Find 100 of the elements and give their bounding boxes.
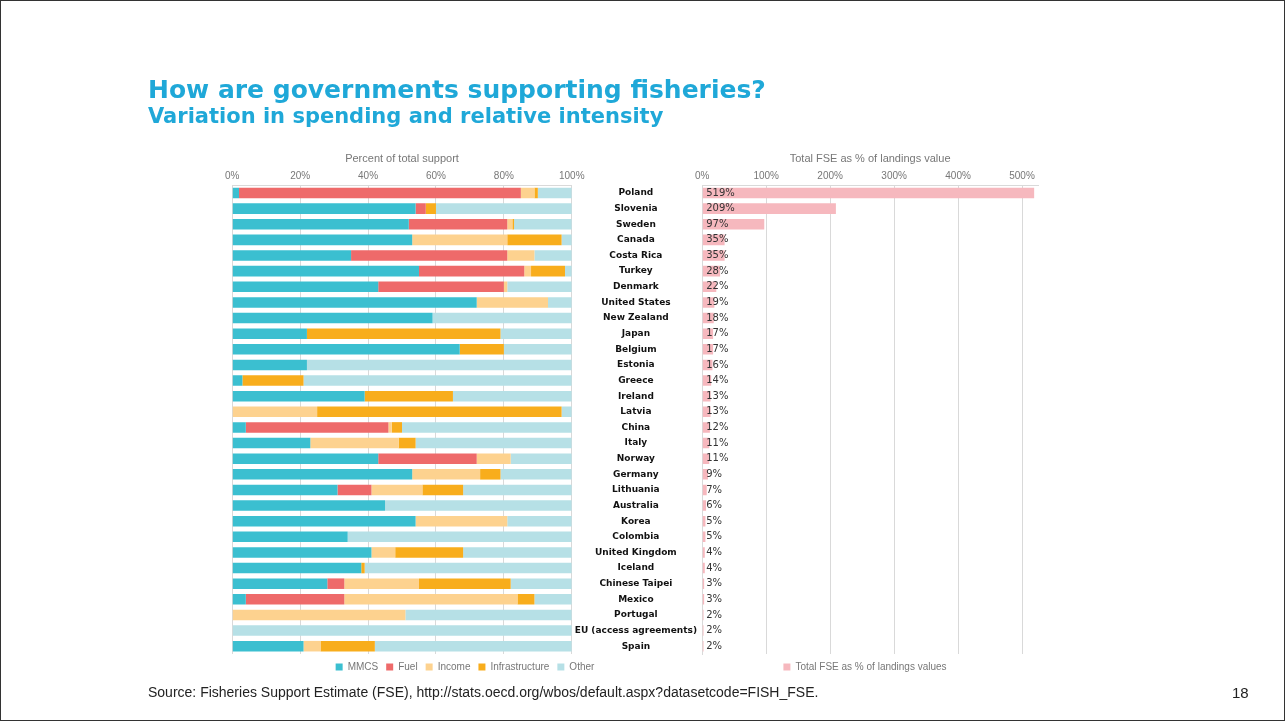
bar	[347, 531, 572, 543]
bar	[500, 328, 572, 339]
data-label: 19%	[706, 295, 729, 307]
y-tick-label: China	[621, 421, 651, 432]
bar	[507, 218, 513, 230]
bar	[232, 469, 413, 480]
bar	[418, 265, 525, 277]
bar	[415, 203, 426, 214]
y-tick-label: Germany	[613, 468, 659, 479]
bar	[344, 578, 419, 589]
bar	[520, 187, 535, 199]
data-label: 12%	[706, 421, 729, 433]
y-tick-label: Japan	[620, 328, 651, 338]
data-label: 18%	[706, 311, 729, 323]
bar	[452, 390, 572, 402]
y-tick-label: Canada	[617, 234, 655, 245]
data-label: 14%	[706, 374, 729, 386]
bar	[232, 500, 386, 511]
bar	[232, 578, 328, 589]
y-tick-label: EU (access agreements)	[574, 624, 698, 635]
source-note: Source: Fisheries Support Estimate (FSE), http://stats.oecd.org/wbos/default.aspx?datasetcode=FISH_FSE.	[148, 684, 819, 700]
y-tick-label: Chinese Taipei	[599, 578, 673, 589]
bar	[702, 562, 705, 574]
data-label: 11%	[706, 436, 729, 448]
bar	[232, 453, 379, 464]
bar	[548, 297, 572, 308]
bar	[337, 484, 372, 496]
legend-label: MMCS	[347, 660, 379, 672]
bar	[534, 594, 572, 605]
data-label: 2%	[706, 624, 723, 636]
bar	[534, 187, 538, 199]
bar	[361, 562, 365, 574]
data-label: 5%	[706, 514, 723, 526]
bar	[463, 547, 572, 558]
data-label: 35%	[706, 249, 729, 261]
bar	[378, 281, 504, 293]
bar	[507, 515, 572, 527]
x-tick-label: 400%	[945, 169, 971, 181]
bar	[232, 406, 318, 418]
bar	[702, 203, 836, 214]
y-tick-label: Turkey	[619, 265, 653, 276]
bar	[507, 250, 535, 261]
x-axis-title: Total FSE as % of landings value	[789, 151, 951, 164]
bar	[327, 578, 345, 589]
x-tick-label: 100%	[753, 169, 780, 181]
y-tick-label: Slovenia	[614, 202, 658, 213]
bar	[476, 453, 511, 464]
bar	[306, 359, 572, 371]
x-axis-title: Percent of total support	[345, 151, 459, 164]
data-label: 4%	[706, 546, 723, 558]
bar	[245, 594, 345, 605]
bar	[388, 422, 392, 433]
bar	[232, 187, 240, 199]
bar	[303, 640, 321, 652]
chart-subtitle: Variation in spending and relative intensity	[148, 104, 664, 128]
data-label: 28%	[706, 264, 729, 276]
bar	[503, 281, 508, 293]
y-tick-label: Latvia	[620, 406, 652, 417]
bar	[408, 218, 508, 230]
bar	[510, 578, 572, 589]
data-label: 13%	[706, 405, 729, 417]
y-tick-label: Korea	[621, 515, 651, 526]
data-label: 3%	[706, 592, 723, 604]
bar	[514, 218, 572, 230]
data-label: 97%	[706, 217, 729, 229]
bar	[412, 469, 481, 480]
x-tick-label: 80%	[493, 169, 514, 181]
legend-label: Fuel	[398, 660, 418, 672]
bar	[422, 484, 464, 496]
legend-label: Other	[569, 660, 596, 672]
data-label: 4%	[706, 561, 723, 573]
bar	[405, 609, 572, 621]
y-tick-label: Iceland	[617, 562, 655, 573]
bar	[425, 203, 436, 214]
bar	[232, 359, 307, 371]
bar	[232, 297, 477, 308]
data-label: 35%	[706, 233, 729, 245]
y-tick-label: Mexico	[618, 593, 654, 604]
legend-label: Infrastructure	[490, 660, 550, 672]
legend-label: Total FSE as % of landings values	[795, 660, 947, 672]
data-label: 2%	[706, 639, 723, 651]
data-label: 7%	[706, 483, 723, 495]
bar	[398, 437, 416, 449]
bar	[507, 234, 562, 246]
y-tick-label: Poland	[618, 187, 654, 198]
bar	[364, 390, 453, 402]
bar	[432, 312, 572, 324]
bar	[232, 234, 413, 246]
y-tick-label: United Kingdom	[595, 546, 677, 557]
x-tick-label: 200%	[817, 169, 844, 181]
y-tick-label: Estonia	[617, 359, 655, 370]
bar	[232, 515, 416, 527]
y-tick-label: Portugal	[614, 609, 658, 620]
bar	[391, 422, 402, 433]
bar	[463, 484, 572, 496]
y-tick-label: Norway	[616, 453, 656, 464]
y-tick-label: Italy	[624, 437, 648, 448]
legend-label: Income	[437, 660, 471, 672]
bar	[232, 344, 460, 355]
bar	[402, 422, 572, 433]
